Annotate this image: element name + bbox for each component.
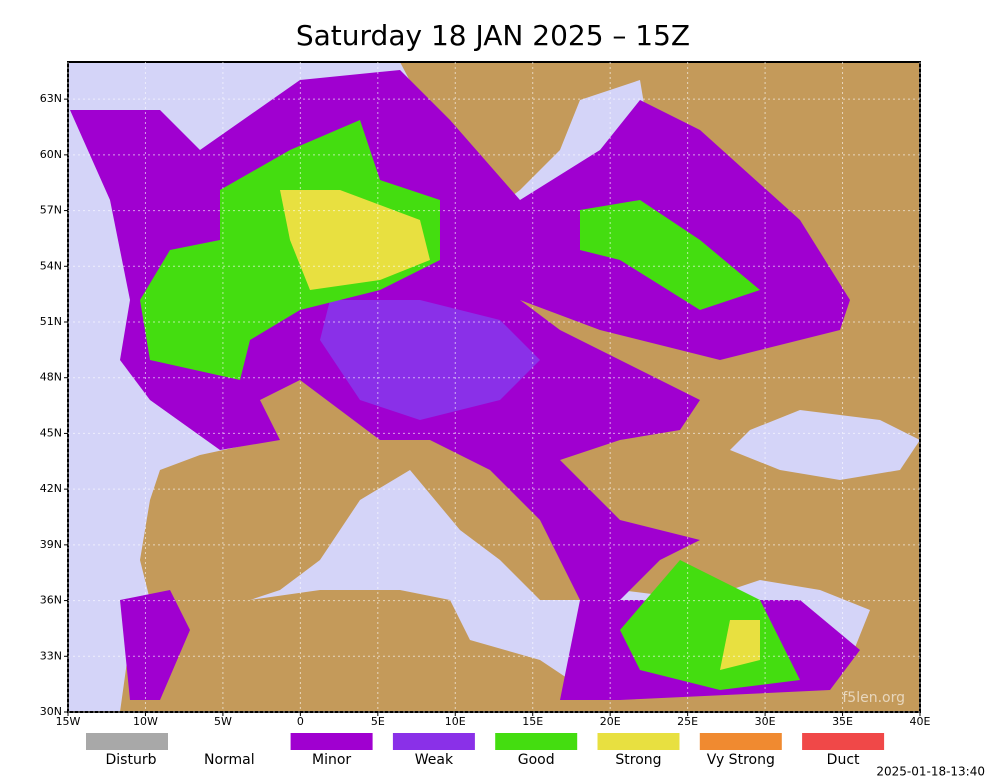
lon-tick-label: 10E [445,715,466,728]
map [67,61,921,713]
legend-label: Duct [827,752,860,768]
italy [430,470,560,590]
lon-tick-label: 5W [214,715,232,728]
lat-tick-label: 54N [40,259,62,272]
lon-tick-label: 35E [832,715,853,728]
legend-swatch [699,733,782,750]
lat-tick-label: 36N [40,594,62,607]
lat-tick-label: 30N [40,705,62,718]
legend-swatch [495,733,578,750]
lat-tick-label: 39N [40,538,62,551]
good-zone [140,120,440,380]
legend-label: Normal [204,752,255,768]
good-zone [580,200,760,310]
lon-tick-label: 5E [371,715,385,728]
lon-tick-label: 0 [297,715,304,728]
lat-tick-label: 45N [40,426,62,439]
title: Saturday 18 JAN 2025 – 15Z [296,19,690,52]
watermark: f5len.org [842,690,905,706]
timestamp: 2025-01-18-13:40 [876,765,985,779]
legend-swatch [802,733,885,750]
lat-tick-label: 42N [40,482,62,495]
weak-zone [320,300,540,420]
lon-tick-label: 15E [522,715,543,728]
legend-swatch [392,733,475,750]
lat-tick-label: 63N [40,92,62,105]
lon-tick-label: 40E [910,715,931,728]
legend-label: Weak [415,752,454,768]
legend-label: Minor [312,752,351,768]
lat-tick-label: 48N [40,371,62,384]
lat-tick-label: 60N [40,148,62,161]
lat-tick-label: 33N [40,649,62,662]
legend-label: Strong [615,752,661,768]
legend-label: Vy Strong [707,752,775,768]
black-sea [730,410,920,480]
legend-swatch [597,733,680,750]
legend-label: Good [518,752,555,768]
lon-tick-label: 20E [600,715,621,728]
strong-zone [720,620,760,670]
lat-tick-label: 51N [40,315,62,328]
minor-zone [120,590,190,700]
lon-tick-label: 10W [133,715,158,728]
lon-tick-label: 30E [755,715,776,728]
lon-tick-label: 15W [56,715,81,728]
legend-swatch [86,733,168,750]
legend-swatch [290,733,373,750]
legend-label: Disturb [106,752,157,768]
lon-tick-label: 25E [677,715,698,728]
strong-zone [280,190,430,290]
lat-tick-label: 57N [40,204,62,217]
